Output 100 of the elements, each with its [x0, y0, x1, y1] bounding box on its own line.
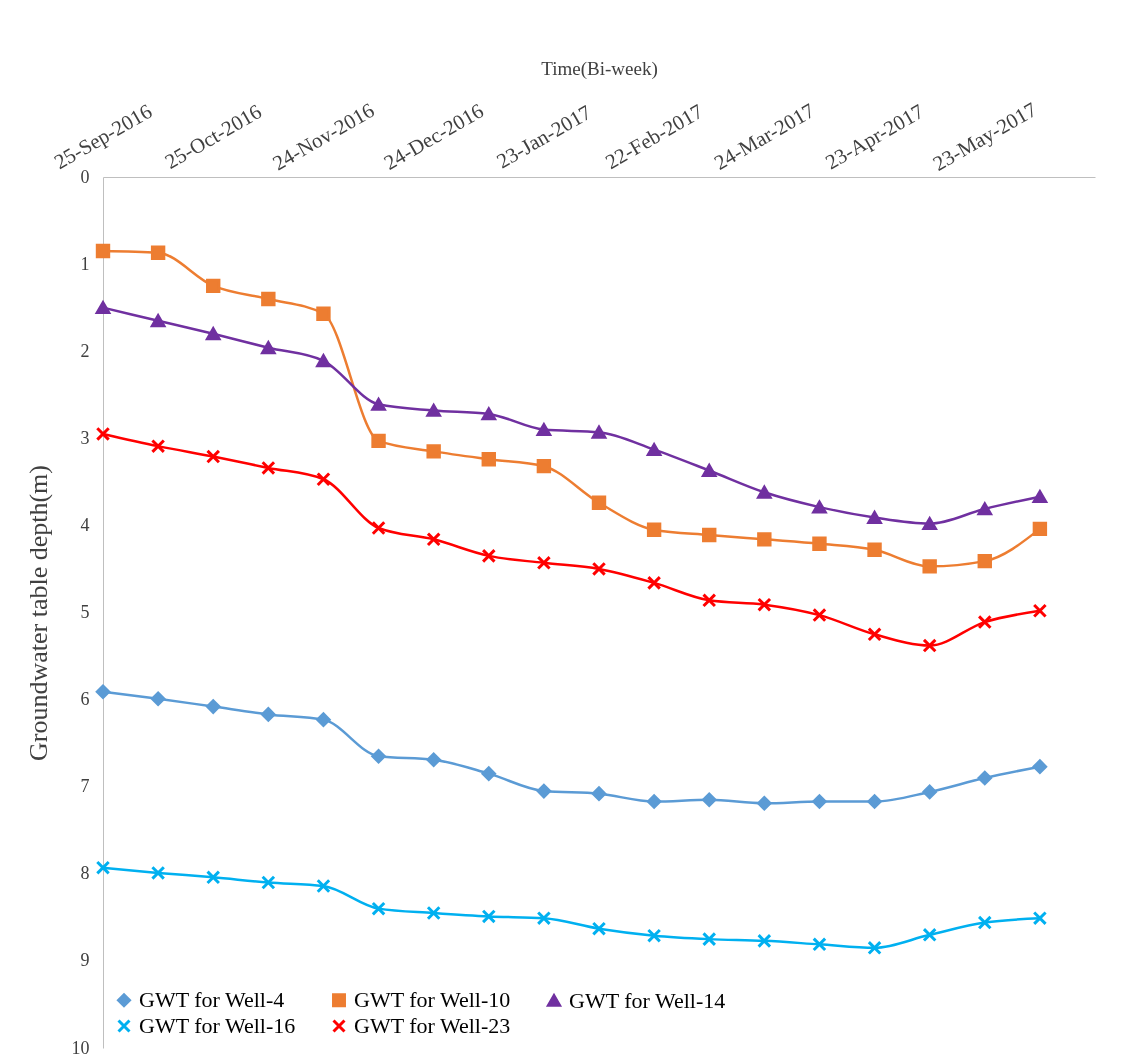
point [867, 627, 882, 642]
point [536, 458, 552, 474]
point [150, 245, 166, 260]
point [95, 243, 111, 259]
y-tick-label: 5 [80, 602, 90, 622]
point [426, 532, 441, 547]
y-tick-label: 4 [80, 514, 90, 535]
point [536, 555, 552, 571]
point [646, 794, 662, 809]
point [261, 707, 276, 722]
point [150, 865, 166, 881]
y-tick-label: 2 [80, 340, 90, 361]
point [702, 527, 717, 543]
point [812, 536, 827, 551]
point [316, 354, 331, 368]
point [867, 940, 882, 956]
point [646, 928, 662, 943]
point [702, 931, 717, 947]
point [591, 495, 607, 510]
point [922, 638, 937, 653]
y-tick-label: 1 [80, 253, 90, 274]
point [977, 553, 992, 569]
point [481, 909, 496, 924]
y-tick-label: 3 [80, 427, 90, 448]
point [206, 327, 221, 341]
legend-label: GWT for Well-16 [139, 1013, 296, 1038]
y-tick-label: 6 [80, 689, 90, 710]
legend-label: GWT for Well-14 [569, 987, 726, 1013]
point [150, 314, 166, 328]
point [536, 423, 552, 437]
point [867, 542, 882, 557]
point [371, 397, 386, 411]
point [150, 691, 166, 706]
point [922, 784, 937, 800]
point [95, 860, 111, 875]
legend-label: GWT for Well-4 [139, 987, 285, 1013]
point [371, 520, 386, 536]
point [536, 911, 552, 926]
point [812, 607, 827, 623]
point [316, 712, 331, 727]
point [1032, 759, 1048, 774]
point [426, 752, 441, 767]
y-tick-label: 8 [80, 863, 90, 884]
y-tick-label: 7 [80, 776, 90, 797]
point [261, 291, 276, 307]
point [206, 449, 221, 464]
point [646, 443, 662, 457]
y-axis-title: Groundwater table depth(m) [23, 464, 53, 762]
point [812, 937, 827, 952]
point [591, 561, 607, 577]
point [316, 878, 331, 894]
point [977, 614, 992, 630]
point [591, 425, 607, 439]
x-axis-title: Time(Bi-week) [541, 58, 658, 81]
point [702, 792, 717, 807]
point [922, 927, 937, 942]
y-tick-label: 0 [80, 166, 90, 187]
point [757, 485, 772, 499]
point [481, 766, 496, 781]
point [261, 341, 276, 355]
point [426, 403, 441, 417]
point [206, 699, 221, 714]
point [757, 597, 772, 612]
point [95, 684, 111, 699]
point [95, 426, 111, 442]
point [261, 460, 276, 476]
point [426, 444, 441, 459]
point [95, 301, 111, 315]
y-tick-label: 9 [80, 950, 90, 971]
point [867, 511, 882, 524]
point [1032, 911, 1048, 926]
point [702, 464, 717, 477]
point [536, 783, 552, 799]
point [371, 749, 386, 764]
point [206, 278, 221, 294]
point [757, 796, 772, 811]
point [922, 559, 937, 574]
point [426, 905, 441, 921]
point [371, 433, 386, 449]
point [316, 306, 331, 321]
point [977, 915, 992, 930]
point [812, 500, 827, 514]
point [922, 517, 937, 531]
point [646, 522, 662, 537]
point [1032, 490, 1048, 504]
point [371, 901, 386, 916]
point [481, 452, 496, 467]
point [1032, 521, 1048, 537]
point [150, 438, 166, 454]
point [261, 875, 276, 890]
point [206, 870, 221, 885]
legend-label: GWT for Well-10 [354, 987, 511, 1013]
point [867, 794, 882, 809]
point [812, 794, 827, 809]
legend-label: GWT for Well-23 [354, 1013, 511, 1038]
point [977, 770, 992, 786]
point [316, 472, 331, 487]
point [1032, 603, 1048, 618]
point [757, 532, 772, 547]
point [591, 921, 607, 936]
